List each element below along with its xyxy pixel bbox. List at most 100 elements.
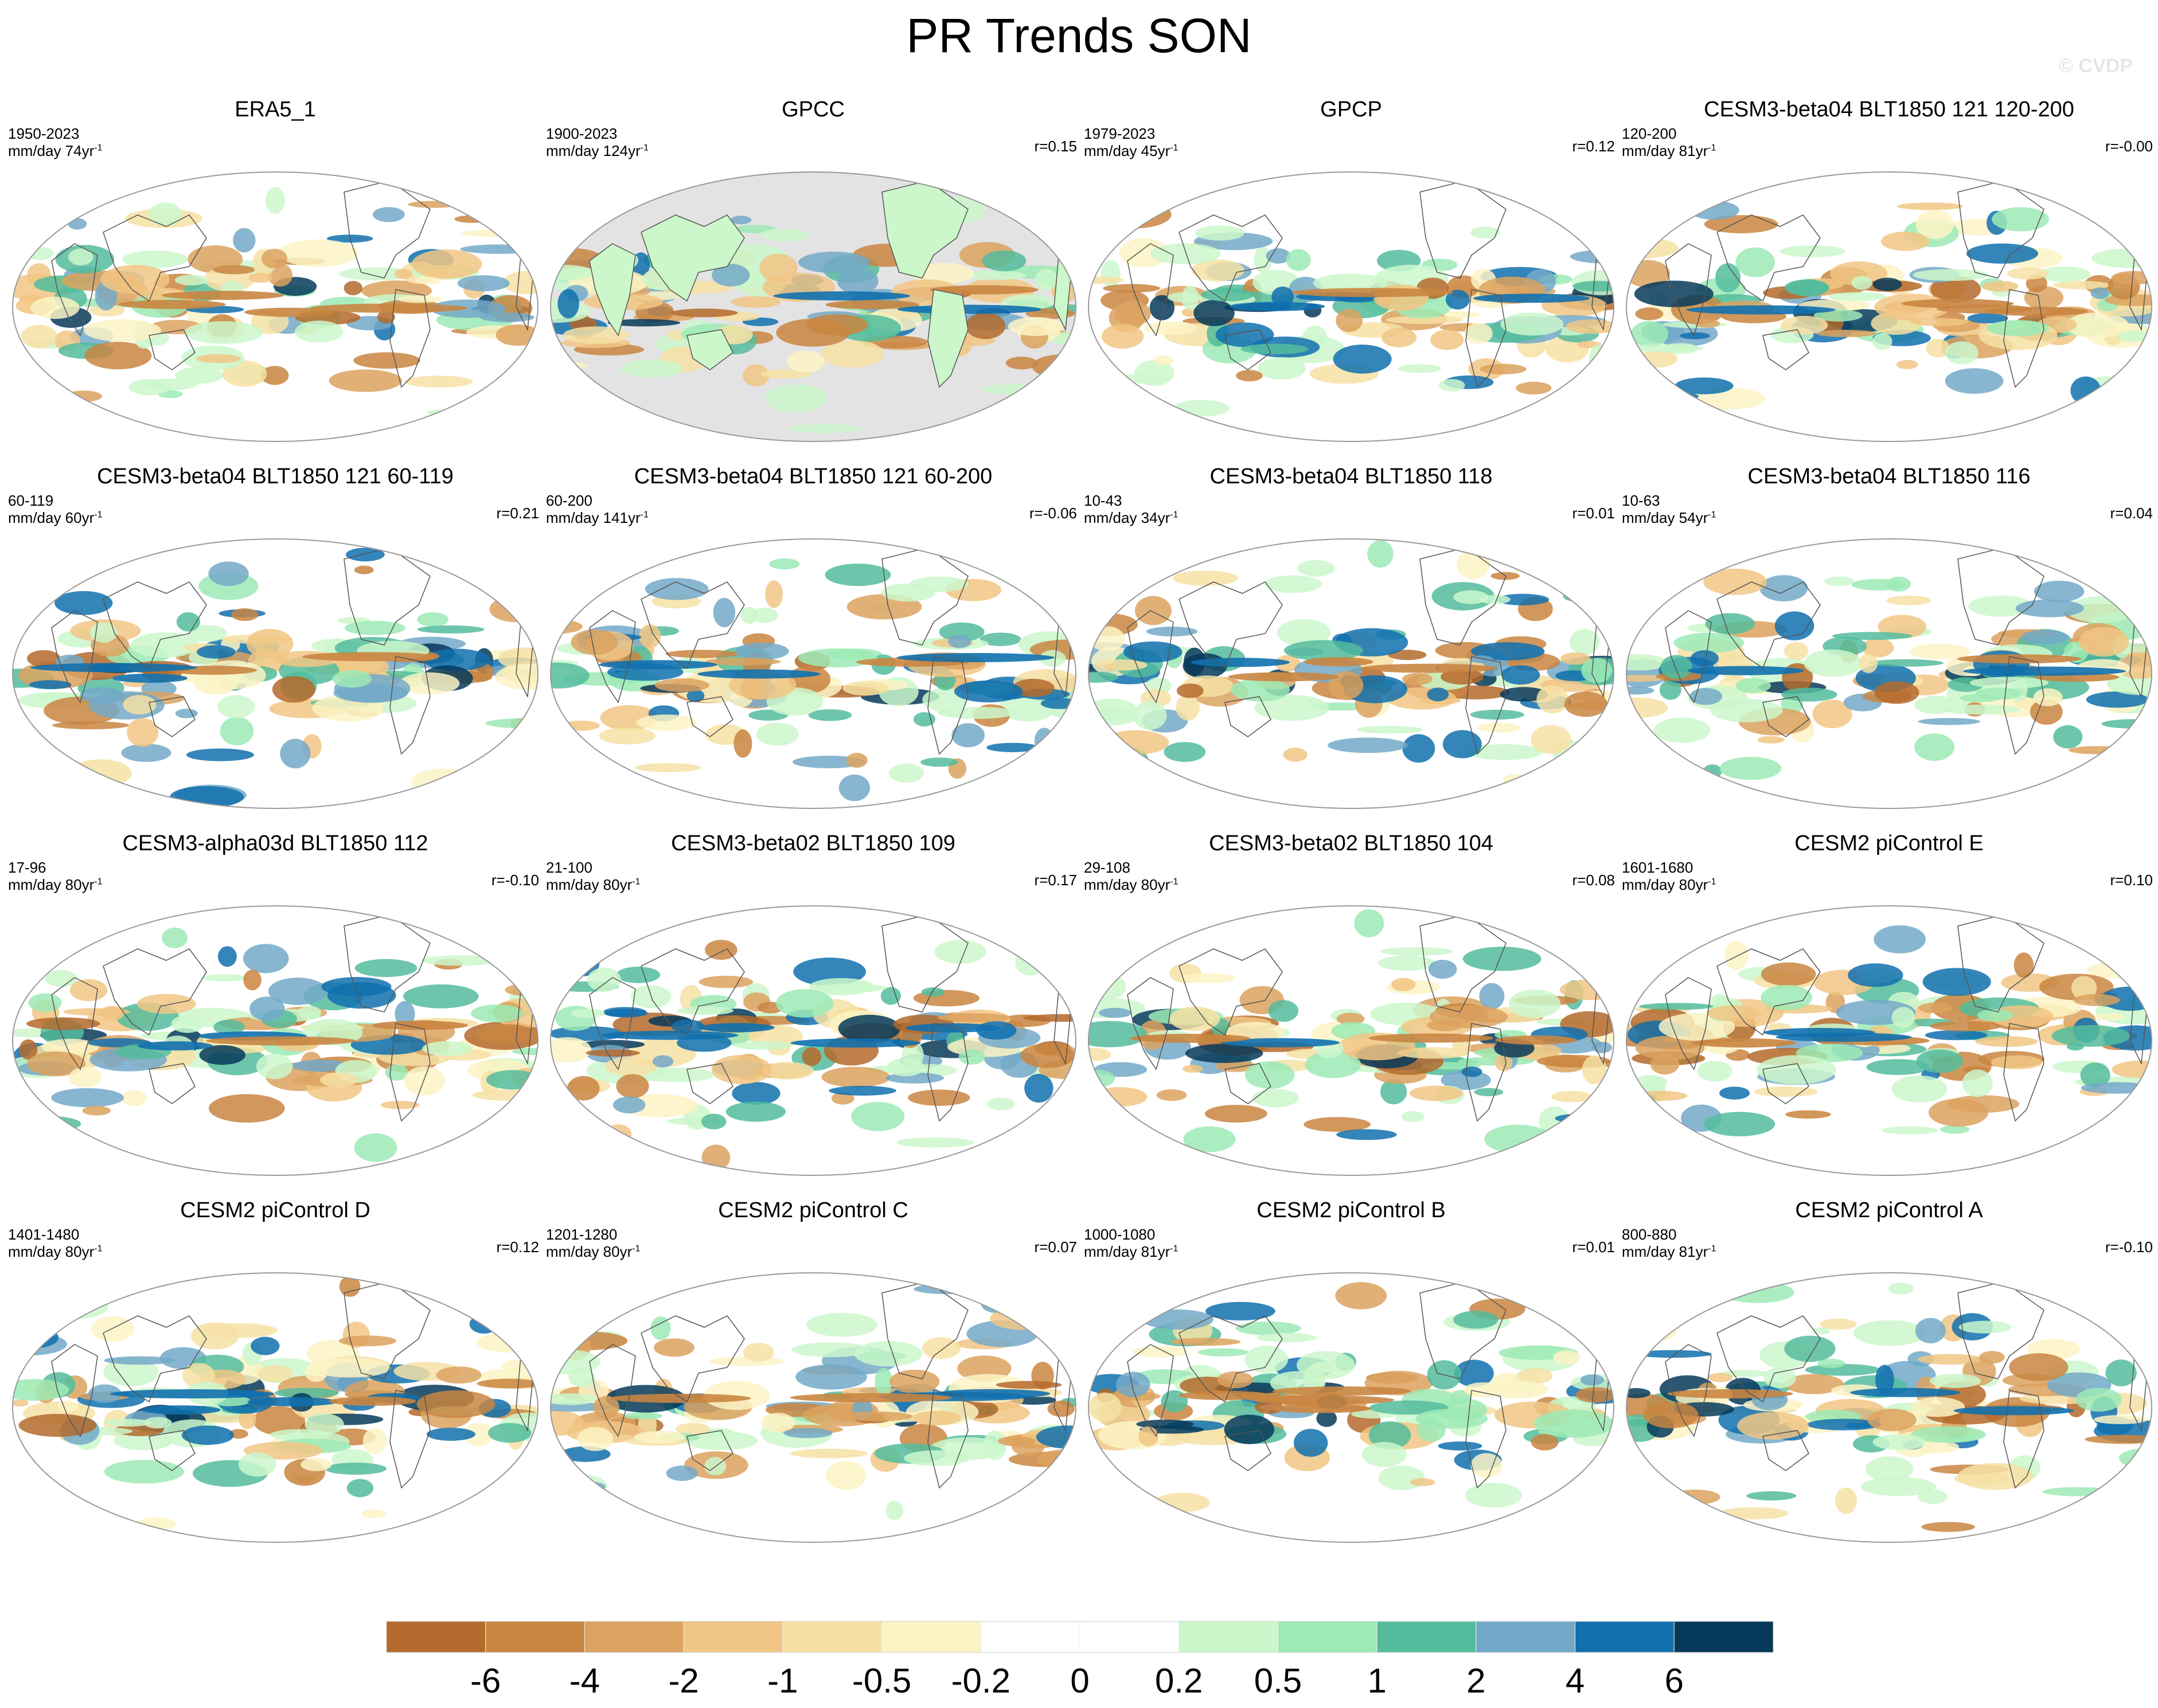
trend-blob xyxy=(430,299,506,318)
coastline xyxy=(589,977,636,1070)
trend-blob xyxy=(1264,575,1322,593)
panel-title: CESM3-beta04 BLT1850 121 60-119 xyxy=(97,464,454,488)
trend-blob xyxy=(1690,650,1719,667)
trend-blob xyxy=(765,580,783,608)
trend-blob xyxy=(1153,355,1173,366)
trend-streak xyxy=(1270,1404,1371,1413)
trend-blob xyxy=(1917,1354,1983,1365)
trend-blob xyxy=(1500,687,1548,702)
trend-blob xyxy=(1410,1478,1435,1487)
trend-blob xyxy=(1367,540,1394,568)
trend-blob xyxy=(2007,267,2048,280)
colorbar-outline xyxy=(386,1621,1774,1653)
trend-blob xyxy=(1874,681,1919,704)
trend-blob xyxy=(1088,276,1125,284)
trend-blob xyxy=(91,1316,135,1342)
robinson-map xyxy=(550,1272,1076,1543)
trend-blob xyxy=(1470,226,1500,239)
trend-blob xyxy=(880,987,902,1005)
panel-units: mm/day 141yr-1 xyxy=(546,509,649,526)
trend-blob xyxy=(65,390,102,402)
trend-blob xyxy=(1037,749,1076,764)
colorbar-box xyxy=(386,1621,486,1653)
colorbar-box xyxy=(1079,1621,1180,1653)
trend-blob xyxy=(1096,659,1148,671)
trend-blob xyxy=(505,983,538,996)
panel-correlation: r=0.07 xyxy=(1034,1238,1077,1256)
trend-blob xyxy=(551,948,585,971)
trend-streak xyxy=(825,300,919,310)
map-border xyxy=(1626,171,2152,442)
map-panel: CESM2 piControl B 1000-1080 mm/day 81yr-1 r… xyxy=(1082,1198,1621,1565)
trend-streak xyxy=(905,1023,1001,1033)
trend-blob xyxy=(786,350,825,373)
trend-blob xyxy=(1185,1043,1263,1063)
trend-blob xyxy=(733,729,752,758)
trend-blob xyxy=(1851,579,1906,591)
map-panel: GPCP 1979-2023 mm/day 45yr-1 r=0.12 xyxy=(1082,97,1621,464)
trend-blob xyxy=(1527,406,1597,419)
trend-blob xyxy=(599,727,656,745)
coastline xyxy=(1957,1281,2044,1379)
trend-blob xyxy=(1962,1069,1993,1097)
trend-blob xyxy=(1763,1367,1797,1389)
trend-blob xyxy=(1626,1321,1677,1343)
trend-blob xyxy=(1882,1126,1938,1135)
trend-blob xyxy=(196,645,236,659)
trend-blob xyxy=(551,1492,600,1502)
trend-blob xyxy=(196,354,241,364)
panel-title: CESM3-alpha03d BLT1850 112 xyxy=(122,831,428,855)
trend-streak xyxy=(141,1405,221,1415)
coastline xyxy=(1178,948,1283,1036)
trend-blob xyxy=(1916,1049,1964,1073)
trend-blob xyxy=(1940,1125,1970,1134)
trend-blob xyxy=(761,1413,795,1433)
trend-blob xyxy=(495,324,538,346)
panel-correlation: r=0.01 xyxy=(1572,505,1615,522)
trend-blob xyxy=(909,576,969,592)
trend-blob xyxy=(1277,619,1331,647)
coastline xyxy=(149,329,196,370)
trend-blob xyxy=(1088,708,1138,726)
coastline xyxy=(2003,1390,2044,1489)
coastline xyxy=(1419,914,1507,1013)
trend-blob xyxy=(2079,627,2129,657)
trend-blob xyxy=(2071,976,2097,1000)
trend-blob xyxy=(1109,374,1169,384)
trend-blob xyxy=(1572,280,1614,292)
trend-blob xyxy=(19,1039,38,1060)
trend-blob xyxy=(1918,718,1980,725)
panel-title: CESM2 piControl B xyxy=(1256,1198,1446,1222)
coastline xyxy=(1465,1390,1507,1489)
trend-blob xyxy=(333,683,408,703)
robinson-map xyxy=(1626,905,2152,1176)
coastline xyxy=(1224,1430,1271,1471)
trend-blob xyxy=(1401,1111,1425,1123)
trend-blob xyxy=(422,1041,473,1057)
trend-blob xyxy=(731,296,781,308)
trend-streak xyxy=(329,1396,416,1406)
trend-blob xyxy=(1378,1465,1425,1491)
colorbar-label: 0.5 xyxy=(1254,1662,1302,1700)
trend-blob xyxy=(997,919,1041,947)
trend-blob xyxy=(501,1359,528,1372)
trend-blob xyxy=(2118,330,2149,342)
coastline xyxy=(1716,948,1821,1036)
trend-blob xyxy=(2068,746,2127,755)
trend-streak xyxy=(929,285,1039,295)
trend-blob xyxy=(1593,1086,1614,1112)
coastline xyxy=(881,1281,969,1379)
map-border xyxy=(12,171,538,442)
trend-blob xyxy=(1860,1477,1937,1496)
coastline xyxy=(1127,610,1174,703)
trend-blob xyxy=(1859,653,1878,673)
trend-blob xyxy=(1416,1417,1446,1442)
trend-blob xyxy=(2015,599,2084,617)
trend-blob xyxy=(951,723,985,748)
trend-blob xyxy=(426,1428,475,1441)
trend-streak xyxy=(1253,1395,1395,1405)
coastline xyxy=(1224,1063,1271,1104)
trend-blob xyxy=(217,946,237,967)
trend-blob xyxy=(344,620,406,635)
trend-blob xyxy=(344,280,363,296)
